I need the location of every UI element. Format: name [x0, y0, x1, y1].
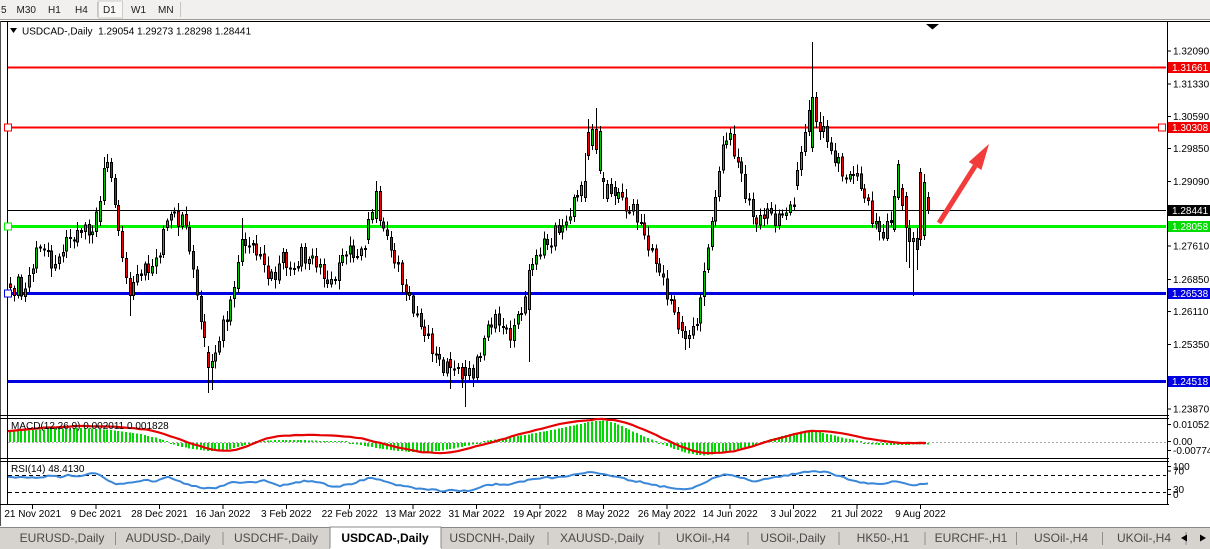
svg-text:100: 100 [1173, 462, 1190, 473]
svg-text:1.23870: 1.23870 [1173, 405, 1210, 416]
svg-text:1.31661: 1.31661 [1172, 63, 1209, 74]
svg-text:1.25350: 1.25350 [1173, 340, 1210, 351]
svg-text:USDCNH-,Daily: USDCNH-,Daily [449, 531, 534, 545]
svg-text:1.26110: 1.26110 [1173, 307, 1209, 318]
svg-text:26 May 2022: 26 May 2022 [638, 509, 696, 520]
svg-text:M30: M30 [17, 5, 37, 16]
svg-text:1.29850: 1.29850 [1173, 144, 1210, 155]
svg-text:USOil-,Daily: USOil-,Daily [760, 531, 825, 545]
svg-text:19 Apr 2022: 19 Apr 2022 [513, 509, 567, 520]
svg-text:1.28058: 1.28058 [1172, 222, 1209, 233]
svg-text:0: 0 [1173, 490, 1179, 501]
svg-text:30: 30 [1173, 485, 1185, 496]
svg-text:21 Nov 2021: 21 Nov 2021 [4, 509, 61, 520]
svg-text:EURCHF-,H1: EURCHF-,H1 [935, 531, 1008, 545]
svg-text:1.32090: 1.32090 [1173, 46, 1210, 57]
svg-text:8 May 2022: 8 May 2022 [577, 509, 630, 520]
svg-text:UKOil-,H4: UKOil-,H4 [1117, 531, 1171, 545]
svg-text:W1: W1 [131, 5, 146, 16]
svg-text:USOil-,H4: USOil-,H4 [1034, 531, 1088, 545]
svg-text:21 Jul 2022: 21 Jul 2022 [831, 509, 883, 520]
svg-text:EURUSD-,Daily: EURUSD-,Daily [20, 531, 105, 545]
svg-text:1.26538: 1.26538 [1172, 289, 1209, 300]
svg-text:-0.007744: -0.007744 [1173, 446, 1210, 457]
svg-text:H4: H4 [75, 5, 88, 16]
svg-text:16 Jan 2022: 16 Jan 2022 [195, 509, 250, 520]
svg-text:0.01052: 0.01052 [1173, 420, 1210, 431]
svg-text:UKOil-,H4: UKOil-,H4 [676, 531, 730, 545]
svg-text:31 Mar 2022: 31 Mar 2022 [449, 509, 506, 520]
svg-text:RSI(14) 48.4130: RSI(14) 48.4130 [11, 464, 85, 475]
svg-text:1.28441: 1.28441 [1172, 206, 1209, 217]
svg-text:9 Dec 2021: 9 Dec 2021 [71, 509, 123, 520]
svg-text:H1: H1 [48, 5, 61, 16]
svg-text:9 Aug 2022: 9 Aug 2022 [895, 509, 946, 520]
svg-text:USDCAD-,Daily 1.29054 1.29273: USDCAD-,Daily 1.29054 1.29273 1.28298 1.… [22, 27, 251, 38]
svg-text:1.29090: 1.29090 [1173, 177, 1210, 188]
svg-text:3 Jul 2022: 3 Jul 2022 [771, 509, 818, 520]
svg-text:1.27610: 1.27610 [1173, 242, 1210, 253]
svg-text:22 Feb 2022: 22 Feb 2022 [322, 509, 379, 520]
svg-text:1.30590: 1.30590 [1173, 112, 1210, 123]
svg-text:70: 70 [1173, 467, 1185, 478]
svg-text:USDCAD-,Daily: USDCAD-,Daily [341, 531, 429, 545]
svg-text:HK50-,H1: HK50-,H1 [857, 531, 910, 545]
svg-text:14 Jun 2022: 14 Jun 2022 [703, 509, 758, 520]
svg-text:3 Feb 2022: 3 Feb 2022 [261, 509, 312, 520]
svg-text:AUDUSD-,Daily: AUDUSD-,Daily [126, 531, 211, 545]
svg-text:MN: MN [158, 5, 174, 16]
svg-text:5: 5 [1, 5, 7, 16]
svg-text:0.00: 0.00 [1173, 437, 1193, 448]
svg-text:1.30308: 1.30308 [1172, 123, 1209, 134]
svg-text:28 Dec 2021: 28 Dec 2021 [131, 509, 188, 520]
svg-text:XAUUSD-,Daily: XAUUSD-,Daily [560, 531, 644, 545]
svg-text:1.26850: 1.26850 [1173, 275, 1210, 286]
svg-text:1.24518: 1.24518 [1172, 377, 1209, 388]
svg-text:1.31330: 1.31330 [1173, 80, 1210, 91]
svg-text:USDCHF-,Daily: USDCHF-,Daily [234, 531, 318, 545]
svg-text:13 Mar 2022: 13 Mar 2022 [385, 509, 442, 520]
svg-text:MACD(12,26,9) 0.002011 0.00182: MACD(12,26,9) 0.002011 0.001828 [11, 421, 169, 432]
svg-text:D1: D1 [103, 5, 116, 16]
